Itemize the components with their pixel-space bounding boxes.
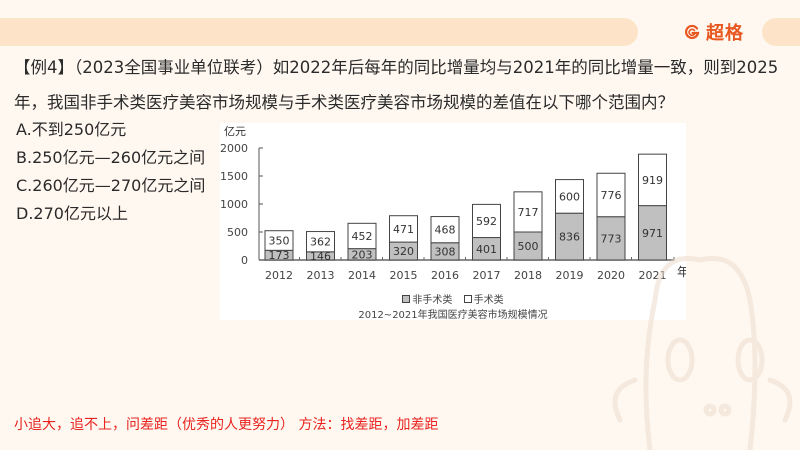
y-tick-label: 1500 — [220, 170, 248, 183]
x-tick-label: 2020 — [597, 269, 625, 282]
brand-name: 超格 — [706, 23, 744, 44]
bar-value-surgical: 776 — [601, 189, 622, 202]
g-circle-logo-icon — [685, 24, 700, 40]
bar-value-nonsurgical: 203 — [352, 248, 373, 261]
bar-value-surgical: 717 — [518, 206, 539, 219]
bar-surgical — [555, 179, 584, 214]
question-body-1: 如2022年后每年的同比增量均与2021年的同比增量一致，则到2025 — [272, 58, 779, 77]
legend-swatch-white — [463, 294, 472, 303]
hint-text: 小追大，追不上，问差距（优秀的人更努力） 方法：找差距，加差距 — [14, 417, 439, 433]
bar-surgical — [596, 172, 626, 218]
y-unit-label: 亿元 — [224, 125, 246, 138]
header-band — [0, 18, 638, 46]
bar-surgical — [347, 222, 377, 250]
x-unit-label: 年 — [677, 265, 686, 279]
x-tick-label: 2017 — [473, 269, 501, 282]
x-tick-label: 2012 — [265, 269, 293, 282]
x-tick-label: 2014 — [348, 269, 376, 282]
x-tick-label: 2015 — [390, 269, 418, 282]
y-tick-label: 1000 — [220, 198, 248, 211]
bar-nonsurgical — [638, 205, 667, 261]
y-tick-label: 2000 — [220, 142, 248, 155]
bar-nonsurgical — [513, 231, 543, 261]
question-label: 【例4】 — [14, 58, 74, 77]
bar-value-nonsurgical: 320 — [393, 245, 414, 258]
bar-value-surgical: 600 — [559, 190, 580, 203]
option-c[interactable]: C.260亿元—270亿元之间 — [16, 176, 206, 195]
y-tick-label: 0 — [241, 254, 248, 267]
question-line-2: 年，我国非手术类医疗美容市场规模与手术类医疗美容市场规模的差值在以下哪个范围内？ — [14, 93, 674, 112]
bar-surgical — [389, 215, 418, 243]
bar-surgical — [306, 231, 335, 253]
answer-options: A.不到250亿元 B.250亿元—260亿元之间 C.260亿元—270亿元之… — [16, 116, 205, 228]
bar-value-surgical: 452 — [352, 230, 373, 243]
x-tick-label: 2016 — [431, 269, 459, 282]
bar-value-nonsurgical: 401 — [476, 243, 497, 256]
legend-item-nonsurgical: 非手术类 — [402, 291, 452, 306]
mascot-watermark-icon — [612, 255, 793, 450]
header-band-right — [762, 18, 800, 46]
bar-value-nonsurgical: 308 — [435, 245, 456, 258]
option-d[interactable]: D.270亿元以上 — [16, 204, 128, 223]
bar-surgical — [430, 216, 460, 244]
question-text: 【例4】（2023全国事业单位联考）如2022年后每年的同比增量均与2021年的… — [14, 50, 794, 120]
legend-label: 手术类 — [473, 295, 504, 306]
x-tick-label: 2019 — [556, 269, 584, 282]
option-b[interactable]: B.250亿元—260亿元之间 — [16, 148, 206, 167]
bar-value-surgical: 350 — [269, 235, 290, 248]
bar-value-surgical: 592 — [476, 215, 497, 228]
question-line-1: 【例4】（2023全国事业单位联考）如2022年后每年的同比增量均与2021年的… — [14, 50, 794, 85]
legend-item-surgical: 手术类 — [463, 291, 504, 306]
bar-value-nonsurgical: 146 — [310, 250, 331, 263]
bar-value-nonsurgical: 500 — [518, 240, 539, 253]
legend-swatch-gray — [402, 294, 411, 303]
x-tick-label: 2018 — [514, 269, 542, 282]
bar-nonsurgical — [555, 212, 584, 261]
bar-surgical — [513, 191, 543, 233]
bar-value-surgical: 362 — [310, 236, 331, 249]
bar-value-surgical: 468 — [435, 224, 456, 237]
bar-value-nonsurgical: 773 — [601, 232, 622, 245]
bar-nonsurgical — [596, 216, 626, 261]
bar-value-nonsurgical: 173 — [269, 249, 290, 262]
option-a[interactable]: A.不到250亿元 — [16, 120, 127, 139]
y-tick-label: 500 — [227, 226, 248, 239]
bar-surgical — [472, 203, 501, 239]
bar-surgical — [638, 153, 667, 207]
legend-label: 非手术类 — [412, 295, 453, 306]
brand-logo: 超格 — [684, 20, 744, 44]
bar-value-surgical: 919 — [642, 174, 663, 187]
chart-panel: 亿元 0 500 1000 1500 2000 173 350 2012 146 362 2013 20… — [220, 123, 686, 321]
bar-value-surgical: 471 — [393, 223, 414, 236]
bar-surgical — [264, 230, 294, 251]
bar-value-nonsurgical: 971 — [642, 227, 663, 240]
bar-value-nonsurgical: 836 — [559, 231, 580, 244]
question-source: （2023全国事业单位联考） — [74, 58, 273, 77]
chart-legend: 非手术类 手术类 — [220, 291, 686, 306]
x-tick-label: 2013 — [307, 269, 335, 282]
chart-title: 2012~2021年我国医疗美容市场规模情况 — [358, 310, 548, 321]
